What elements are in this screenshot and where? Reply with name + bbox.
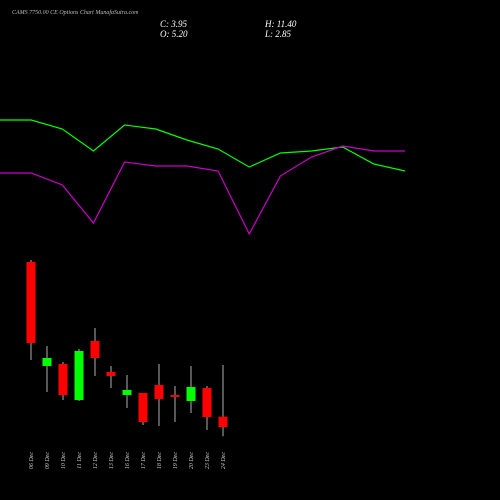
chart-title: CAMS 7750.00 CE Options Chart MunafaSutr… [12, 9, 139, 16]
candle-body [154, 385, 164, 399]
candle-body [42, 358, 52, 366]
overlay-line [0, 119, 406, 172]
x-tick-label: 19 Dec [173, 452, 179, 469]
candle-body [26, 262, 36, 343]
x-tick-label: 24 Dec [220, 452, 227, 469]
candle-body [138, 393, 148, 422]
candle-body [202, 388, 212, 417]
overlay-line [0, 145, 405, 236]
candle-body [74, 351, 84, 400]
x-tick-label: 12 Dec [93, 452, 99, 469]
low-label: L: 2.85 [264, 29, 292, 39]
candle-body [106, 372, 116, 376]
candle-body [218, 416, 228, 428]
x-tick-label: 11 Dec [77, 452, 83, 469]
x-tick-label: 23 Dec [205, 452, 211, 469]
x-tick-label: 20 Dec [189, 452, 195, 469]
candle-body [58, 364, 68, 395]
x-tick-label: 13 Dec [109, 452, 115, 469]
x-tick-label: 18 Dec [157, 452, 163, 469]
high-label: H: 11.40 [264, 19, 297, 29]
candle-body [90, 341, 100, 358]
x-tick-label: 06 Dec [29, 452, 35, 469]
x-tick-label: 10 Dec [61, 452, 67, 469]
x-tick-label: 09 Dec [45, 452, 51, 469]
open-label: O: 5.20 [160, 29, 188, 39]
x-tick-label: 17 Dec [141, 452, 147, 469]
close-label: C: 3.95 [160, 19, 188, 29]
x-tick-label: 16 Dec [125, 452, 131, 469]
candle-body [186, 387, 196, 401]
candle-body [170, 395, 180, 397]
candle-body [122, 390, 132, 395]
